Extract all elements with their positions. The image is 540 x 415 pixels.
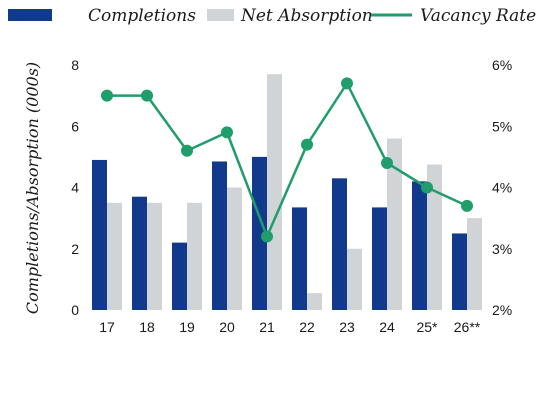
bar-net-absorption (427, 164, 442, 310)
vacancy-rate-point (341, 77, 353, 90)
x-tick-label: 20 (219, 319, 235, 335)
bar-net-absorption (467, 218, 482, 310)
y-tick-label: 0 (71, 302, 79, 318)
x-tick-label: 24 (379, 319, 395, 335)
legend-swatch-net-absorption (207, 9, 234, 21)
x-tick-label: 25* (416, 319, 438, 335)
bar-net-absorption (227, 187, 242, 310)
bar-completions (252, 156, 267, 310)
y-axis-left-ticks: 0 2 4 6 8 (71, 57, 79, 318)
bar-net-absorption (347, 248, 362, 310)
legend-label-net-absorption: Net Absorption (240, 6, 373, 26)
bar-net-absorption (307, 293, 322, 310)
x-tick-label: 17 (99, 319, 115, 335)
bar-completions (452, 233, 467, 310)
vacancy-line (101, 77, 473, 243)
bar-completions (412, 181, 427, 310)
bar-completions (292, 207, 307, 310)
x-tick-label: 18 (139, 319, 155, 335)
y-tick-label: 2 (71, 241, 79, 257)
legend: Completions Net Absorption Vacancy Rate (8, 6, 536, 26)
bar-completions (372, 207, 387, 310)
x-axis-ticks: 17 18 19 20 21 22 23 24 25* 26** (99, 319, 481, 335)
bar-completions (132, 196, 147, 310)
bar-net-absorption (387, 138, 402, 310)
y2-tick-label: 6% (492, 57, 512, 73)
x-tick-label: 23 (339, 319, 355, 335)
y-tick-label: 4 (71, 180, 79, 196)
x-tick-label: 22 (299, 319, 315, 335)
vacancy-rate-line (107, 82, 468, 238)
bar-completions (92, 159, 107, 310)
legend-label-completions: Completions (88, 6, 196, 26)
vacancy-rate-point (221, 126, 233, 139)
bar-completions (332, 178, 347, 310)
bar-completions (172, 242, 187, 310)
bar-net-absorption (187, 202, 202, 310)
vacancy-rate-point (301, 138, 313, 151)
bars (92, 74, 482, 310)
vacancy-rate-point (141, 89, 153, 102)
bar-net-absorption (267, 74, 282, 310)
x-tick-label: 26** (454, 319, 481, 335)
x-tick-label: 19 (179, 319, 195, 335)
bar-net-absorption (147, 202, 162, 310)
bar-completions (212, 161, 227, 310)
y-tick-label: 8 (71, 57, 79, 73)
vacancy-rate-point (181, 144, 193, 157)
vacancy-rate-point (461, 199, 473, 212)
y-axis-right-ticks: 2% 3% 4% 5% 6% (492, 57, 512, 318)
vacancy-rate-point (101, 89, 113, 102)
y-axis-label: Completions/Absorption (000s) (23, 62, 42, 314)
legend-swatch-completions (8, 9, 52, 21)
legend-label-vacancy-rate: Vacancy Rate (420, 6, 536, 26)
bar-net-absorption (107, 202, 122, 310)
y-tick-label: 6 (71, 118, 79, 134)
y2-tick-label: 2% (492, 302, 512, 318)
y2-tick-label: 4% (492, 180, 512, 196)
x-tick-label: 21 (259, 319, 275, 335)
y2-tick-label: 3% (492, 241, 512, 257)
vacancy-rate-point (421, 181, 433, 194)
vacancy-rate-point (261, 230, 273, 243)
vacancy-rate-point (381, 157, 393, 169)
y2-tick-label: 5% (492, 118, 512, 134)
